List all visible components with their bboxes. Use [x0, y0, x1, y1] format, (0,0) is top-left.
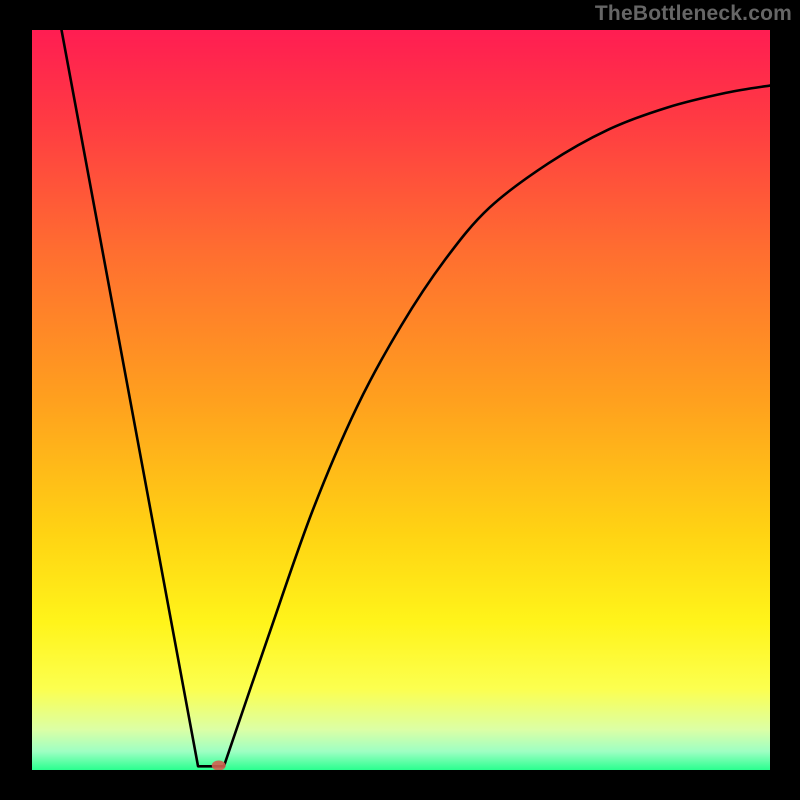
plot-area — [32, 30, 770, 770]
chart-svg — [32, 30, 770, 770]
watermark-text: TheBottleneck.com — [595, 2, 792, 26]
gradient-background — [32, 30, 770, 770]
chart-container: TheBottleneck.com — [0, 0, 800, 800]
